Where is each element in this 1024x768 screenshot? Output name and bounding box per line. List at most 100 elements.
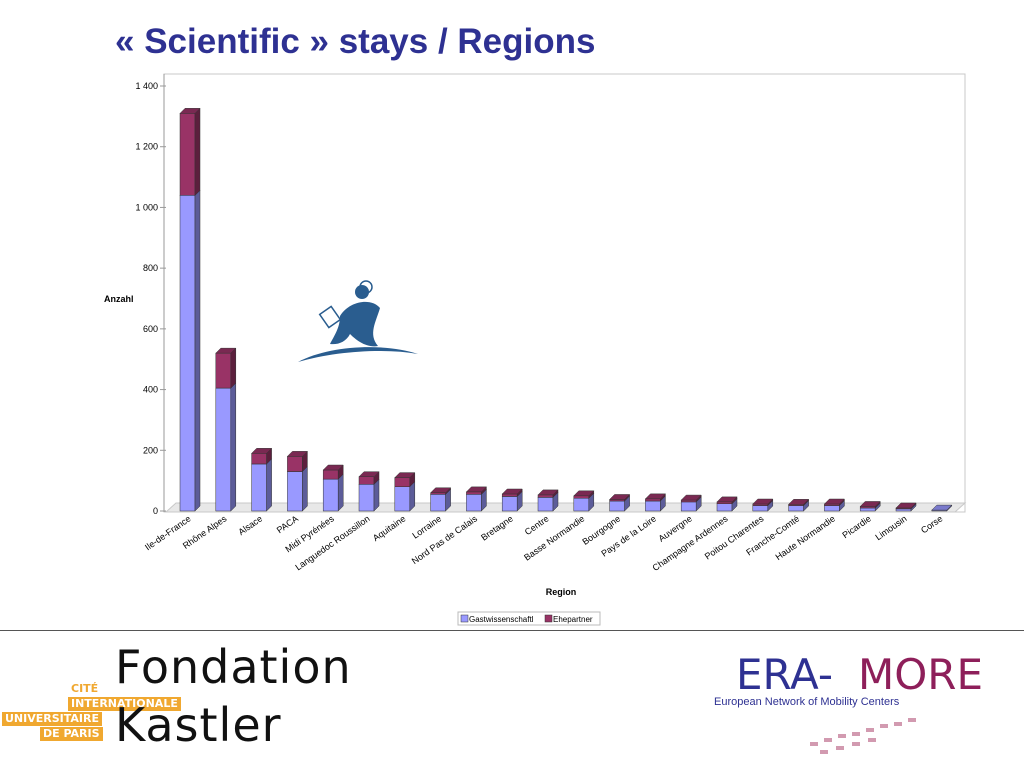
- bar-top: [895, 502, 917, 509]
- bar-front: [358, 484, 375, 512]
- bar-ehe-poitou-charentes: [752, 498, 774, 507]
- bar-top: [250, 448, 273, 454]
- bar-front: [537, 497, 554, 512]
- cite-line-2: INTERNATIONALE: [68, 697, 181, 711]
- bar-ehe-rh-ne-alpes: [215, 347, 237, 389]
- plot-floor: [164, 502, 967, 513]
- y-tick-label: 1 000: [135, 202, 158, 212]
- bar-top: [931, 504, 953, 511]
- bar-ehe-paca: [286, 450, 309, 473]
- bar-front: [430, 494, 446, 512]
- fondation-logo-line-1: Fondation: [115, 640, 352, 694]
- bar-front: [645, 500, 661, 512]
- bar-top: [752, 498, 774, 505]
- plot-frame: [163, 73, 966, 513]
- bar-side: [337, 473, 344, 512]
- bar-front: [322, 478, 339, 512]
- bar-top: [465, 486, 488, 493]
- bar-ehe-aquitaine: [394, 472, 416, 488]
- bar-front: [824, 505, 840, 512]
- bar-side: [194, 189, 201, 512]
- bar-ehe-bourgogne: [608, 493, 631, 502]
- bar-front: [537, 494, 554, 498]
- x-tick-label: PACA: [275, 513, 300, 535]
- y-tick-label: 400: [143, 385, 158, 395]
- bar-front: [179, 113, 196, 196]
- bar-ehe-limousin: [895, 502, 917, 510]
- bar-front: [680, 499, 697, 503]
- bars-group: [179, 107, 953, 512]
- bar-side: [194, 107, 201, 196]
- bar-front: [287, 456, 303, 472]
- bar-ehe-midi-pyr-n-es: [322, 464, 344, 480]
- bar-side: [230, 347, 237, 389]
- bar-front: [466, 494, 482, 512]
- bar-gast-corse: [931, 504, 953, 512]
- cite-line-4: DE PARIS: [40, 727, 103, 741]
- bar-front: [322, 469, 339, 480]
- bar-top: [644, 493, 667, 500]
- legend-label-gastwissenschaftl: Gastwissenschaftl: [469, 615, 534, 624]
- bar-front: [573, 495, 590, 499]
- bar-front: [501, 496, 518, 512]
- bar-front: [680, 501, 697, 512]
- bar-top: [573, 490, 595, 497]
- bar-gast-alsace: [250, 458, 273, 512]
- cite-line-3: UNIVERSITAIRE: [2, 712, 102, 726]
- researcher-logo-icon: [298, 280, 418, 362]
- bar-top: [501, 488, 523, 495]
- bar-gast-midi-pyr-n-es: [322, 473, 344, 512]
- bar-top: [429, 487, 452, 494]
- bar-ehe-ile-de-france: [179, 107, 201, 196]
- bar-ehe-champagne-ardennes: [716, 496, 738, 505]
- footer-logos: CITÉ INTERNATIONALE UNIVERSITAIRE DE PAR…: [0, 632, 1024, 768]
- bar-ehe-lorraine: [429, 487, 452, 495]
- x-tick-label: Limousin: [873, 513, 908, 542]
- bar-front: [609, 500, 625, 512]
- x-tick-label: Haute Normandie: [774, 513, 838, 562]
- bar-top: [787, 499, 810, 505]
- bar-gast-centre: [537, 491, 559, 512]
- bar-front: [215, 387, 232, 512]
- y-tick-label: 200: [143, 445, 158, 455]
- bar-front: [859, 507, 876, 512]
- bar-top: [215, 347, 237, 354]
- bar-top: [608, 494, 631, 500]
- x-axis-label: Region: [546, 587, 577, 597]
- bar-ehe-haute-normandie: [823, 498, 846, 507]
- bar-ehe-alsace: [250, 447, 273, 465]
- y-tick-label: 1 200: [135, 142, 158, 152]
- bar-side: [230, 382, 237, 512]
- y-tick-label: 1 400: [135, 81, 158, 91]
- bar-top: [322, 464, 344, 471]
- bar-front: [251, 453, 267, 465]
- x-tick-label: Lorraine: [410, 513, 443, 540]
- bar-top: [537, 489, 559, 496]
- bar-top: [716, 496, 738, 503]
- bar-front: [466, 491, 482, 495]
- bar-ehe-bretagne: [501, 488, 523, 498]
- bar-top: [286, 451, 309, 457]
- footer-divider: [0, 630, 1024, 631]
- bar-side: [373, 478, 380, 512]
- x-tick-label: Alsace: [236, 513, 264, 537]
- bar-front: [752, 505, 769, 512]
- x-tick-label: Bretagne: [479, 513, 515, 542]
- bar-ehe-basse-normandie: [573, 490, 595, 499]
- bar-front: [895, 508, 912, 512]
- legend-box: [457, 611, 601, 626]
- x-tick-label: Basse Normandie: [522, 513, 586, 562]
- era-subtitle: European Network of Mobility Centers: [714, 696, 900, 708]
- bar-ehe-nord-pas-de-calais: [465, 486, 488, 495]
- bar-front: [716, 503, 733, 512]
- x-tick-label: Corse: [919, 513, 944, 535]
- bar-top: [179, 108, 201, 114]
- legend-swatch-ehepartner: [544, 614, 553, 623]
- bar-front: [501, 493, 518, 497]
- bar-top: [859, 501, 881, 507]
- era-dots-icon: [810, 718, 916, 754]
- bar-front: [251, 463, 267, 512]
- bar-ehe-franche-comt-: [787, 498, 810, 507]
